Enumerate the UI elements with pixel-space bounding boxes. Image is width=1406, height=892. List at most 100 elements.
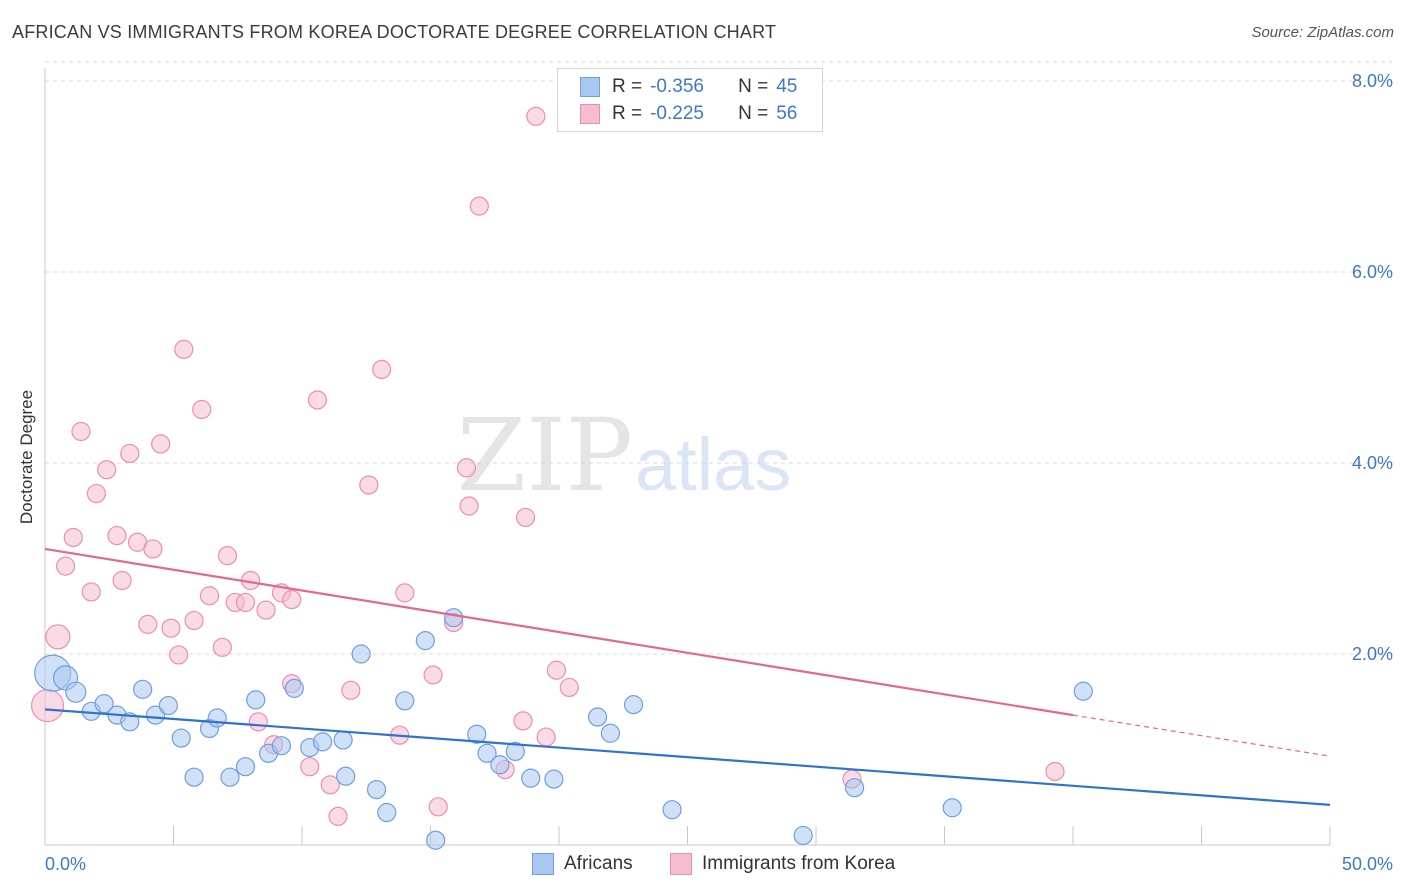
point-korea — [97, 460, 117, 480]
point-africans — [521, 768, 541, 788]
point-africans — [1073, 681, 1093, 701]
point-korea — [372, 359, 392, 380]
legend-r-label: R = — [612, 76, 643, 97]
point-africans — [942, 798, 962, 818]
point-korea — [161, 618, 181, 638]
bottom-legend-swatch-pink — [670, 853, 692, 875]
point-africans — [207, 708, 227, 728]
point-africans — [377, 802, 397, 823]
point-africans — [623, 695, 644, 715]
point-korea — [235, 592, 256, 613]
point-africans — [235, 757, 256, 777]
point-africans — [444, 608, 464, 628]
point-africans — [490, 755, 510, 775]
point-korea — [341, 680, 361, 700]
point-korea — [45, 624, 71, 650]
point-africans — [336, 766, 356, 786]
correlation-legend: R = -0.356 N = 45 R = -0.225 N = 56 — [557, 68, 823, 132]
chart-title: AFRICAN VS IMMIGRANTS FROM KOREA DOCTORA… — [12, 22, 777, 42]
point-korea — [217, 546, 238, 566]
point-africans — [587, 707, 608, 727]
point-korea — [456, 458, 477, 478]
legend-n-value: 56 — [776, 103, 798, 124]
x-tick-label: 0.0% — [45, 854, 86, 874]
point-africans — [415, 631, 435, 651]
point-korea — [359, 475, 379, 495]
point-africans — [220, 767, 240, 787]
point-africans — [333, 730, 353, 750]
point-korea — [515, 507, 536, 528]
trend-line-korea-extension — [1072, 714, 1331, 757]
legend-row-africans: R = -0.356 N = 45 — [580, 75, 797, 99]
point-korea — [395, 583, 415, 603]
point-korea — [138, 614, 158, 634]
point-africans — [65, 681, 87, 703]
point-africans — [467, 724, 487, 744]
point-korea — [199, 586, 220, 606]
point-korea — [71, 421, 91, 442]
point-korea — [81, 582, 101, 602]
point-korea — [212, 637, 232, 657]
point-africans — [94, 694, 114, 714]
point-korea — [256, 600, 276, 620]
point-africans — [145, 705, 166, 725]
point-korea — [120, 443, 140, 464]
y-tick-label: 8.0% — [1352, 71, 1393, 91]
point-africans — [662, 800, 682, 820]
bottom-legend-label: Africans — [564, 853, 633, 874]
point-africans — [120, 712, 140, 732]
point-africans — [133, 679, 153, 699]
legend-r-value: -0.356 — [650, 76, 704, 97]
point-africans — [600, 723, 621, 743]
point-korea — [459, 496, 479, 516]
trend-line-korea — [44, 547, 1074, 717]
y-tick-label: 4.0% — [1352, 453, 1393, 473]
point-korea — [328, 806, 348, 826]
y-tick-label: 2.0% — [1352, 644, 1393, 664]
x-tick-label: 50.0% — [1342, 854, 1393, 874]
point-korea — [307, 390, 328, 410]
trend-lines — [44, 547, 1331, 806]
tick-labels: 2.0% 4.0% 6.0% 8.0% 0.0% 50.0% — [45, 71, 1393, 874]
point-korea — [423, 665, 443, 685]
point-korea — [169, 645, 189, 665]
point-korea — [86, 483, 107, 504]
legend-r-label: R = — [612, 103, 643, 124]
legend-n-value: 45 — [776, 76, 798, 97]
point-africans — [284, 678, 304, 698]
point-korea — [320, 775, 340, 795]
gridlines — [45, 61, 1392, 655]
point-africans — [477, 743, 497, 763]
point-korea — [282, 589, 302, 610]
point-korea — [174, 339, 194, 359]
point-korea — [151, 434, 171, 454]
legend-n-label: N = — [738, 103, 769, 124]
point-korea — [112, 570, 132, 591]
y-tick-label: 6.0% — [1352, 262, 1393, 282]
point-korea — [526, 106, 546, 126]
point-africans — [366, 780, 387, 800]
point-korea — [30, 688, 65, 723]
watermark-atlas: atlas — [635, 423, 791, 506]
y-axis-title: Doctorate Degree — [17, 389, 36, 525]
point-korea — [63, 527, 83, 548]
legend-swatch-pink — [580, 104, 600, 124]
point-africans — [246, 690, 266, 710]
point-korea — [1045, 761, 1065, 782]
point-africans — [426, 830, 446, 850]
point-korea — [300, 757, 320, 777]
point-korea — [192, 399, 212, 420]
bottom-legend-label: Immigrants from Korea — [702, 853, 896, 874]
point-korea — [559, 677, 579, 698]
point-korea — [55, 556, 76, 576]
legend-row-korea: R = -0.225 N = 56 — [580, 102, 797, 126]
point-korea — [469, 196, 489, 216]
point-africans — [158, 695, 178, 716]
point-africans — [505, 741, 525, 762]
bottom-legend-africans: Africans — [532, 851, 633, 877]
point-africans — [544, 769, 564, 789]
point-korea — [546, 660, 567, 680]
legend-n-label: N = — [738, 76, 769, 97]
legend-swatch-blue — [580, 77, 600, 97]
